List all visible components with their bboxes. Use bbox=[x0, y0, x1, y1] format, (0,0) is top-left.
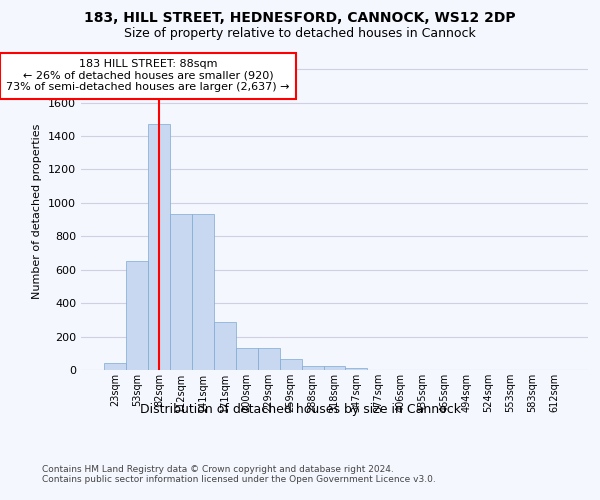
Bar bbox=[236, 348, 257, 370]
Bar bbox=[104, 364, 126, 370]
Bar bbox=[280, 359, 302, 370]
Bar bbox=[170, 214, 192, 370]
Text: Distribution of detached houses by size in Cannock: Distribution of detached houses by size … bbox=[139, 402, 461, 415]
Bar bbox=[302, 366, 323, 370]
Bar bbox=[323, 366, 346, 370]
Bar bbox=[148, 124, 170, 370]
Bar bbox=[214, 322, 236, 370]
Y-axis label: Number of detached properties: Number of detached properties bbox=[32, 124, 43, 299]
Text: 183, HILL STREET, HEDNESFORD, CANNOCK, WS12 2DP: 183, HILL STREET, HEDNESFORD, CANNOCK, W… bbox=[84, 11, 516, 25]
Text: 183 HILL STREET: 88sqm
← 26% of detached houses are smaller (920)
73% of semi-de: 183 HILL STREET: 88sqm ← 26% of detached… bbox=[6, 60, 290, 92]
Bar bbox=[346, 368, 367, 370]
Text: Contains HM Land Registry data © Crown copyright and database right 2024.
Contai: Contains HM Land Registry data © Crown c… bbox=[42, 465, 436, 484]
Bar bbox=[257, 348, 280, 370]
Bar bbox=[126, 262, 148, 370]
Text: Size of property relative to detached houses in Cannock: Size of property relative to detached ho… bbox=[124, 28, 476, 40]
Bar bbox=[192, 214, 214, 370]
